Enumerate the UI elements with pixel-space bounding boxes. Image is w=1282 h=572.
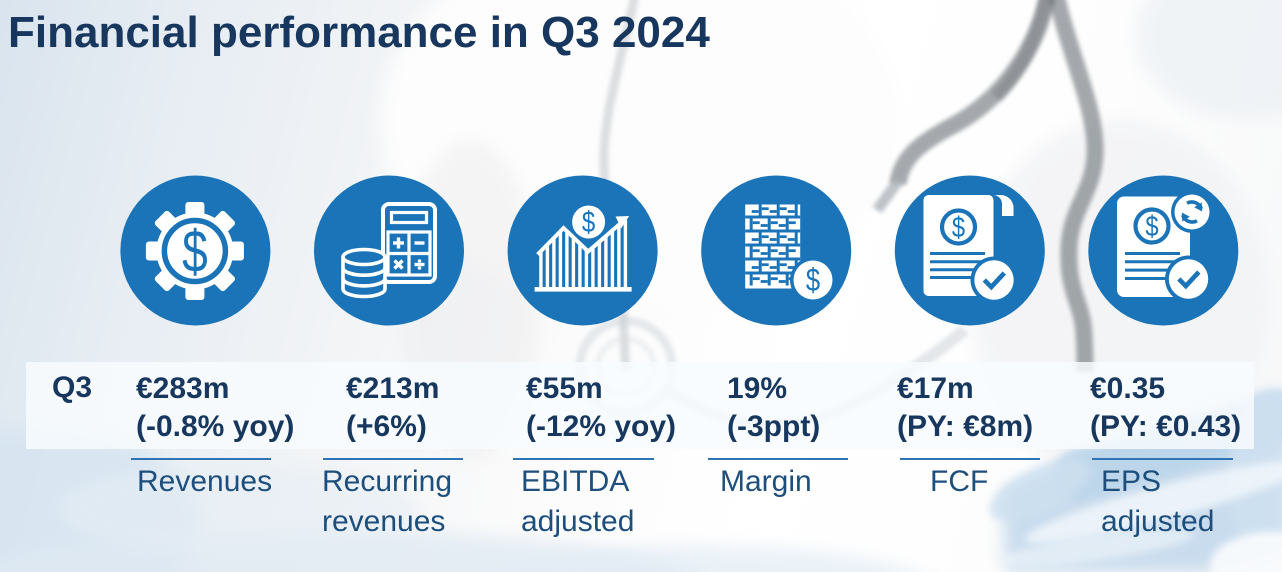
svg-text:$: $ — [182, 219, 208, 285]
svg-text:$: $ — [582, 204, 595, 238]
svg-text:$: $ — [806, 263, 820, 298]
svg-text:$: $ — [952, 211, 965, 244]
svg-text:$: $ — [1145, 210, 1158, 243]
